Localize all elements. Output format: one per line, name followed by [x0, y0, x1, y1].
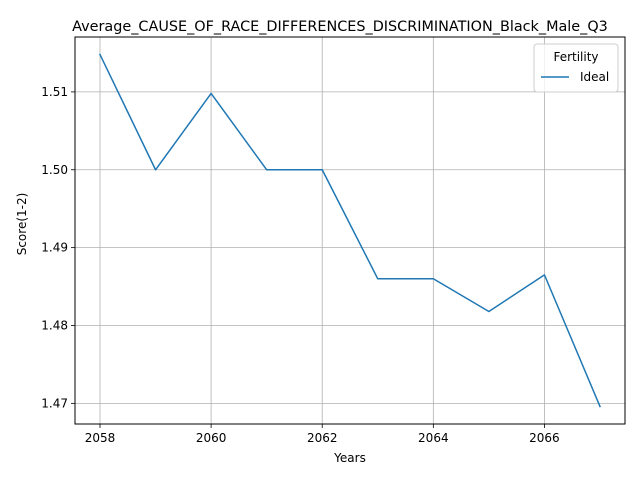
series-layer: [98, 53, 601, 408]
y-tick-label: 1.50: [41, 163, 68, 177]
legend-label-ideal: Ideal: [580, 70, 609, 84]
x-tick-label: 2066: [529, 431, 560, 445]
series-line-ideal: [98, 53, 601, 408]
legend: Fertility Ideal: [533, 43, 619, 93]
grid: [75, 37, 625, 424]
y-axis-ticks: 1.47 1.48 1.49 1.50 1.51: [41, 85, 75, 410]
y-axis-label: Score(1-2): [15, 193, 29, 256]
x-tick-label: 2064: [418, 431, 449, 445]
y-tick-label: 1.51: [41, 85, 68, 99]
legend-title: Fertility: [553, 50, 598, 64]
y-tick-label: 1.47: [41, 396, 68, 410]
legend-box: [533, 43, 619, 93]
chart-title: Average_CAUSE_OF_RACE_DIFFERENCES_DISCRI…: [72, 19, 608, 35]
x-axis-label: Years: [333, 451, 366, 465]
plot-frame: [74, 36, 626, 425]
x-tick-label: 2058: [85, 431, 116, 445]
x-tick-label: 2060: [196, 431, 227, 445]
y-tick-label: 1.49: [41, 241, 68, 255]
x-axis-ticks: 2058 2060 2062 2064 2066: [85, 424, 560, 445]
y-tick-label: 1.48: [41, 318, 68, 332]
x-tick-label: 2062: [307, 431, 338, 445]
